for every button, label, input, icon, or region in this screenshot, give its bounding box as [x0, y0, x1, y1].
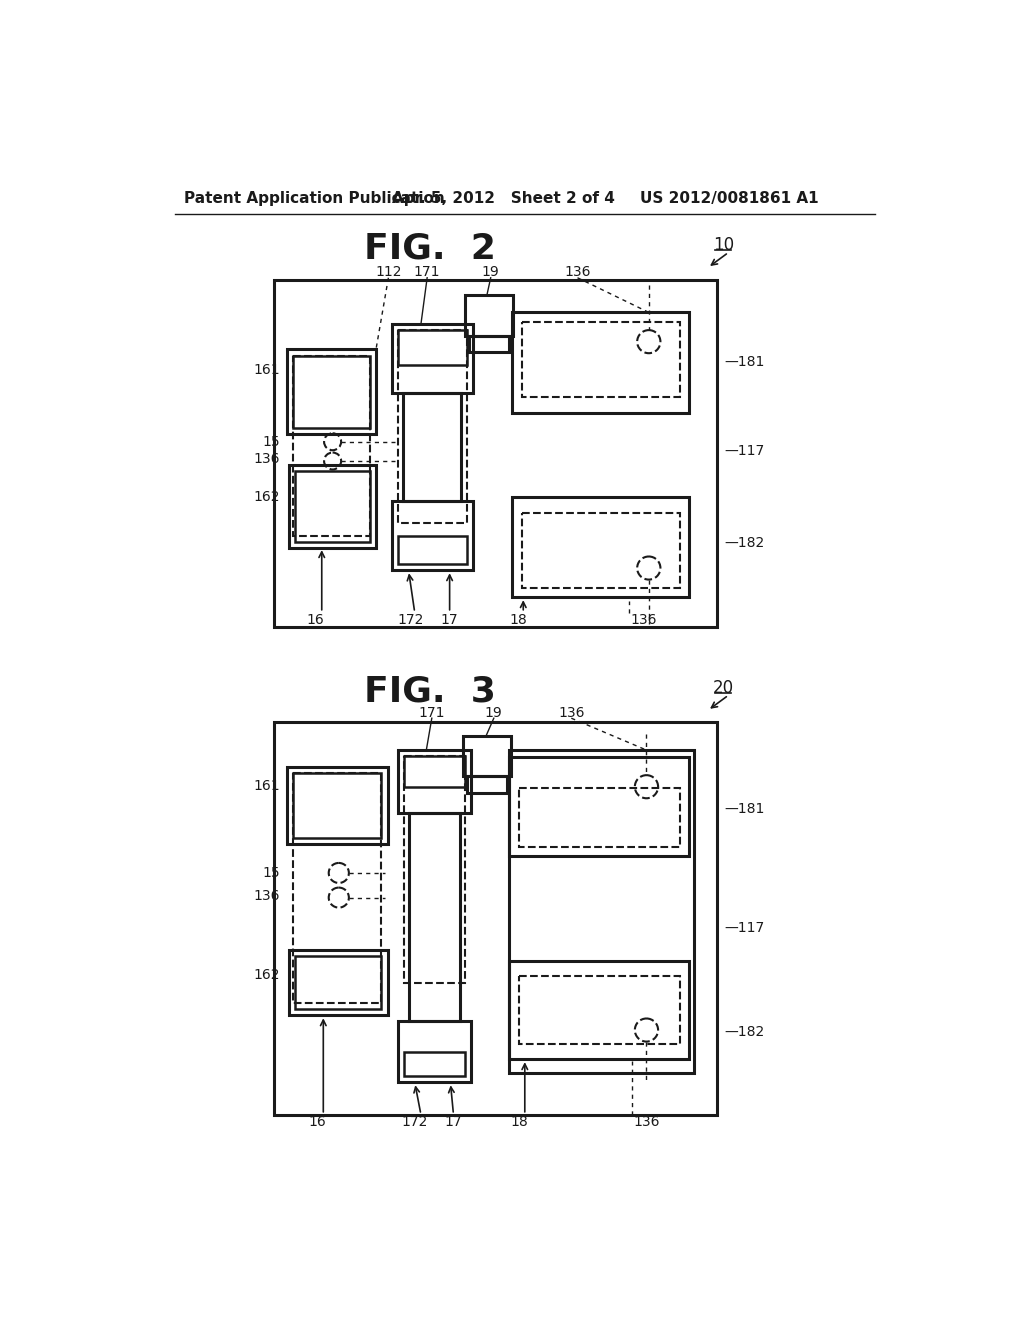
Text: FIG.  3: FIG. 3	[365, 675, 497, 709]
Text: 136: 136	[558, 706, 585, 719]
Text: 16: 16	[306, 614, 325, 627]
Text: 136: 136	[630, 614, 656, 627]
Text: 15: 15	[262, 434, 280, 449]
Text: 17: 17	[444, 1115, 462, 1130]
Text: Patent Application Publication: Patent Application Publication	[183, 191, 444, 206]
Text: 172: 172	[397, 614, 424, 627]
Bar	[409, 813, 461, 1020]
Bar	[293, 355, 370, 536]
Bar	[518, 788, 680, 847]
Text: 19: 19	[482, 265, 500, 280]
Text: —181: —181	[725, 355, 765, 370]
Bar	[295, 471, 370, 541]
Text: 20: 20	[713, 680, 734, 697]
Text: 172: 172	[401, 1115, 428, 1130]
Bar	[397, 1020, 471, 1082]
Text: —117: —117	[725, 921, 765, 936]
Text: 162: 162	[253, 968, 280, 982]
Bar	[287, 767, 388, 843]
Bar	[509, 750, 693, 1073]
Bar	[512, 313, 689, 413]
Text: —182: —182	[725, 1026, 765, 1039]
Text: 112: 112	[375, 265, 401, 280]
Bar	[397, 330, 467, 364]
Text: 16: 16	[308, 1115, 326, 1130]
Bar	[273, 722, 717, 1114]
Text: 18: 18	[511, 1115, 528, 1130]
Bar	[397, 330, 467, 523]
Text: 18: 18	[509, 614, 526, 627]
Text: 136: 136	[253, 890, 280, 903]
Bar	[289, 950, 388, 1015]
Bar	[403, 393, 461, 502]
Text: 161: 161	[253, 363, 280, 378]
Text: 10: 10	[713, 236, 734, 255]
Bar	[521, 322, 680, 397]
Text: —117: —117	[725, 444, 765, 458]
Bar	[465, 296, 513, 335]
Bar	[518, 977, 680, 1044]
Bar	[397, 536, 467, 564]
Text: 19: 19	[485, 706, 503, 719]
Bar	[287, 350, 376, 434]
Text: 162: 162	[253, 490, 280, 504]
Text: US 2012/0081861 A1: US 2012/0081861 A1	[640, 191, 818, 206]
Text: Apr. 5, 2012   Sheet 2 of 4: Apr. 5, 2012 Sheet 2 of 4	[391, 191, 614, 206]
Bar	[293, 774, 381, 838]
Text: 171: 171	[414, 265, 440, 280]
Bar	[273, 280, 717, 627]
Bar	[295, 956, 381, 1010]
Bar	[509, 758, 689, 857]
Text: 136: 136	[253, 451, 280, 466]
Text: 15: 15	[262, 866, 280, 880]
Bar	[467, 776, 507, 793]
Text: 136: 136	[564, 265, 591, 280]
Bar	[397, 750, 471, 813]
Bar	[289, 465, 376, 548]
Bar	[512, 498, 689, 597]
Bar	[403, 756, 465, 788]
Text: —181: —181	[725, 803, 765, 816]
Bar	[293, 774, 381, 1003]
Bar	[521, 512, 680, 589]
Bar	[391, 323, 473, 393]
Bar	[469, 335, 509, 352]
Text: 136: 136	[633, 1115, 659, 1130]
Text: 17: 17	[440, 614, 459, 627]
Text: —182: —182	[725, 536, 765, 550]
Text: FIG.  2: FIG. 2	[365, 231, 497, 265]
Bar	[509, 961, 689, 1059]
Bar	[403, 756, 465, 983]
Bar	[463, 737, 511, 776]
Text: 161: 161	[253, 779, 280, 793]
Bar	[293, 355, 370, 428]
Bar	[391, 502, 473, 570]
Text: 171: 171	[419, 706, 445, 719]
Bar	[403, 1052, 465, 1076]
